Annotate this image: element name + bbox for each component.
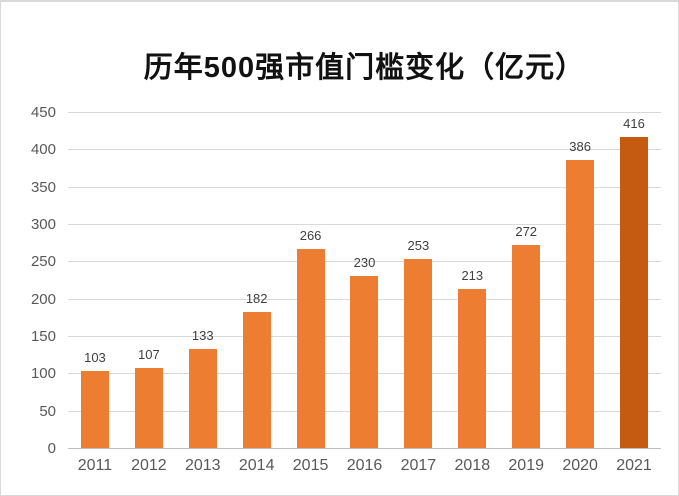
gridline-300 bbox=[68, 224, 661, 225]
y-tick-label-0: 0 bbox=[47, 440, 56, 457]
x-tick-label-2015: 2015 bbox=[292, 457, 329, 474]
x-tick-label-2021: 2021 bbox=[616, 457, 652, 474]
y-tick-label-100: 100 bbox=[30, 365, 56, 383]
bar-slot-2020: 386 bbox=[553, 112, 607, 448]
bars-group: 103 107 133 182 266 230 253 213 272 386 416 bbox=[68, 112, 661, 448]
bar-2012 bbox=[134, 368, 163, 448]
y-tick-label-200: 200 bbox=[30, 290, 56, 308]
bar-slot-2018: 213 bbox=[445, 112, 499, 448]
bar-2016 bbox=[350, 276, 379, 448]
value-label-2011: 103 bbox=[84, 350, 106, 366]
x-tick-label-2019: 2019 bbox=[508, 457, 544, 474]
y-tick-label-350: 350 bbox=[30, 178, 56, 196]
bar-2021 bbox=[620, 137, 649, 448]
value-label-2013: 133 bbox=[191, 327, 214, 343]
bar-2019 bbox=[512, 244, 541, 448]
bar-2011 bbox=[80, 371, 109, 448]
value-label-2019: 272 bbox=[515, 223, 538, 239]
plot-area: 103 107 133 182 266 230 253 213 272 386 416 bbox=[68, 112, 661, 449]
x-tick-label-2020: 2020 bbox=[562, 457, 598, 474]
gridline-250 bbox=[68, 261, 661, 263]
bar-slot-2011: 103 bbox=[68, 112, 122, 448]
value-label-2012: 107 bbox=[138, 347, 160, 363]
value-label-2016: 230 bbox=[353, 255, 376, 271]
y-axis-tick-labels: 0 50 100 150 200 250 300 350 400 450 bbox=[1, 105, 56, 456]
y-tick-label-250: 250 bbox=[30, 253, 56, 271]
bar-slot-2015: 266 bbox=[284, 112, 338, 448]
bar-2017 bbox=[404, 259, 433, 448]
gridline-400 bbox=[68, 149, 661, 151]
bar-slot-2012: 107 bbox=[122, 112, 176, 448]
y-tick-label-150: 150 bbox=[30, 328, 56, 345]
bar-slot-2017: 253 bbox=[391, 112, 445, 448]
x-tick-label-2018: 2018 bbox=[454, 457, 491, 474]
value-label-2018: 213 bbox=[461, 267, 484, 283]
bar-slot-2016: 230 bbox=[338, 112, 392, 448]
x-tick-label-2014: 2014 bbox=[238, 457, 275, 474]
value-label-2021: 416 bbox=[623, 116, 645, 132]
bar-2018 bbox=[458, 288, 487, 448]
value-label-2015: 266 bbox=[299, 228, 322, 244]
gridline-450 bbox=[68, 112, 661, 113]
x-tick-label-2013: 2013 bbox=[184, 457, 221, 474]
bar-slot-2019: 272 bbox=[499, 112, 553, 448]
bar-slot-2014: 182 bbox=[230, 112, 284, 448]
y-tick-label-300: 300 bbox=[30, 216, 56, 233]
value-label-2020: 386 bbox=[569, 138, 591, 154]
bar-2020 bbox=[566, 159, 595, 448]
x-tick-label-2016: 2016 bbox=[346, 457, 383, 474]
x-tick-label-2012: 2012 bbox=[131, 457, 167, 474]
x-axis-line bbox=[68, 448, 661, 449]
value-label-2017: 253 bbox=[407, 238, 430, 254]
y-tick-label-450: 450 bbox=[30, 104, 56, 121]
bar-2015 bbox=[296, 249, 325, 448]
bar-slot-2021: 416 bbox=[607, 112, 661, 448]
bar-2014 bbox=[242, 312, 271, 448]
x-tick-label-2017: 2017 bbox=[400, 457, 437, 474]
bar-2013 bbox=[188, 348, 217, 448]
bar-slot-2013: 133 bbox=[176, 112, 230, 448]
x-axis-tick-labels: 2011 2012 2013 2014 2015 2016 2017 2018 2019 2020… bbox=[68, 457, 661, 475]
value-label-2014: 182 bbox=[245, 291, 268, 307]
x-tick-label-2011: 2011 bbox=[77, 457, 113, 474]
chart-title: 历年500强市值门槛变化（亿元） bbox=[143, 52, 586, 84]
y-tick-label-50: 50 bbox=[39, 402, 56, 420]
gridline-350 bbox=[68, 186, 661, 188]
y-tick-label-400: 400 bbox=[30, 141, 56, 159]
